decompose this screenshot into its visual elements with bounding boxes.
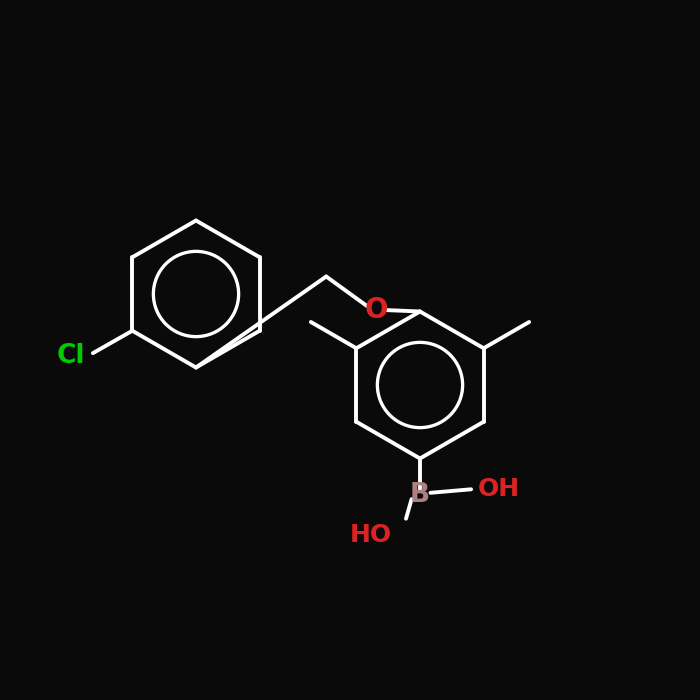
Text: B: B — [410, 482, 430, 508]
Text: O: O — [365, 296, 388, 324]
Text: HO: HO — [350, 523, 392, 547]
Text: Cl: Cl — [57, 343, 85, 369]
Text: OH: OH — [478, 477, 520, 501]
